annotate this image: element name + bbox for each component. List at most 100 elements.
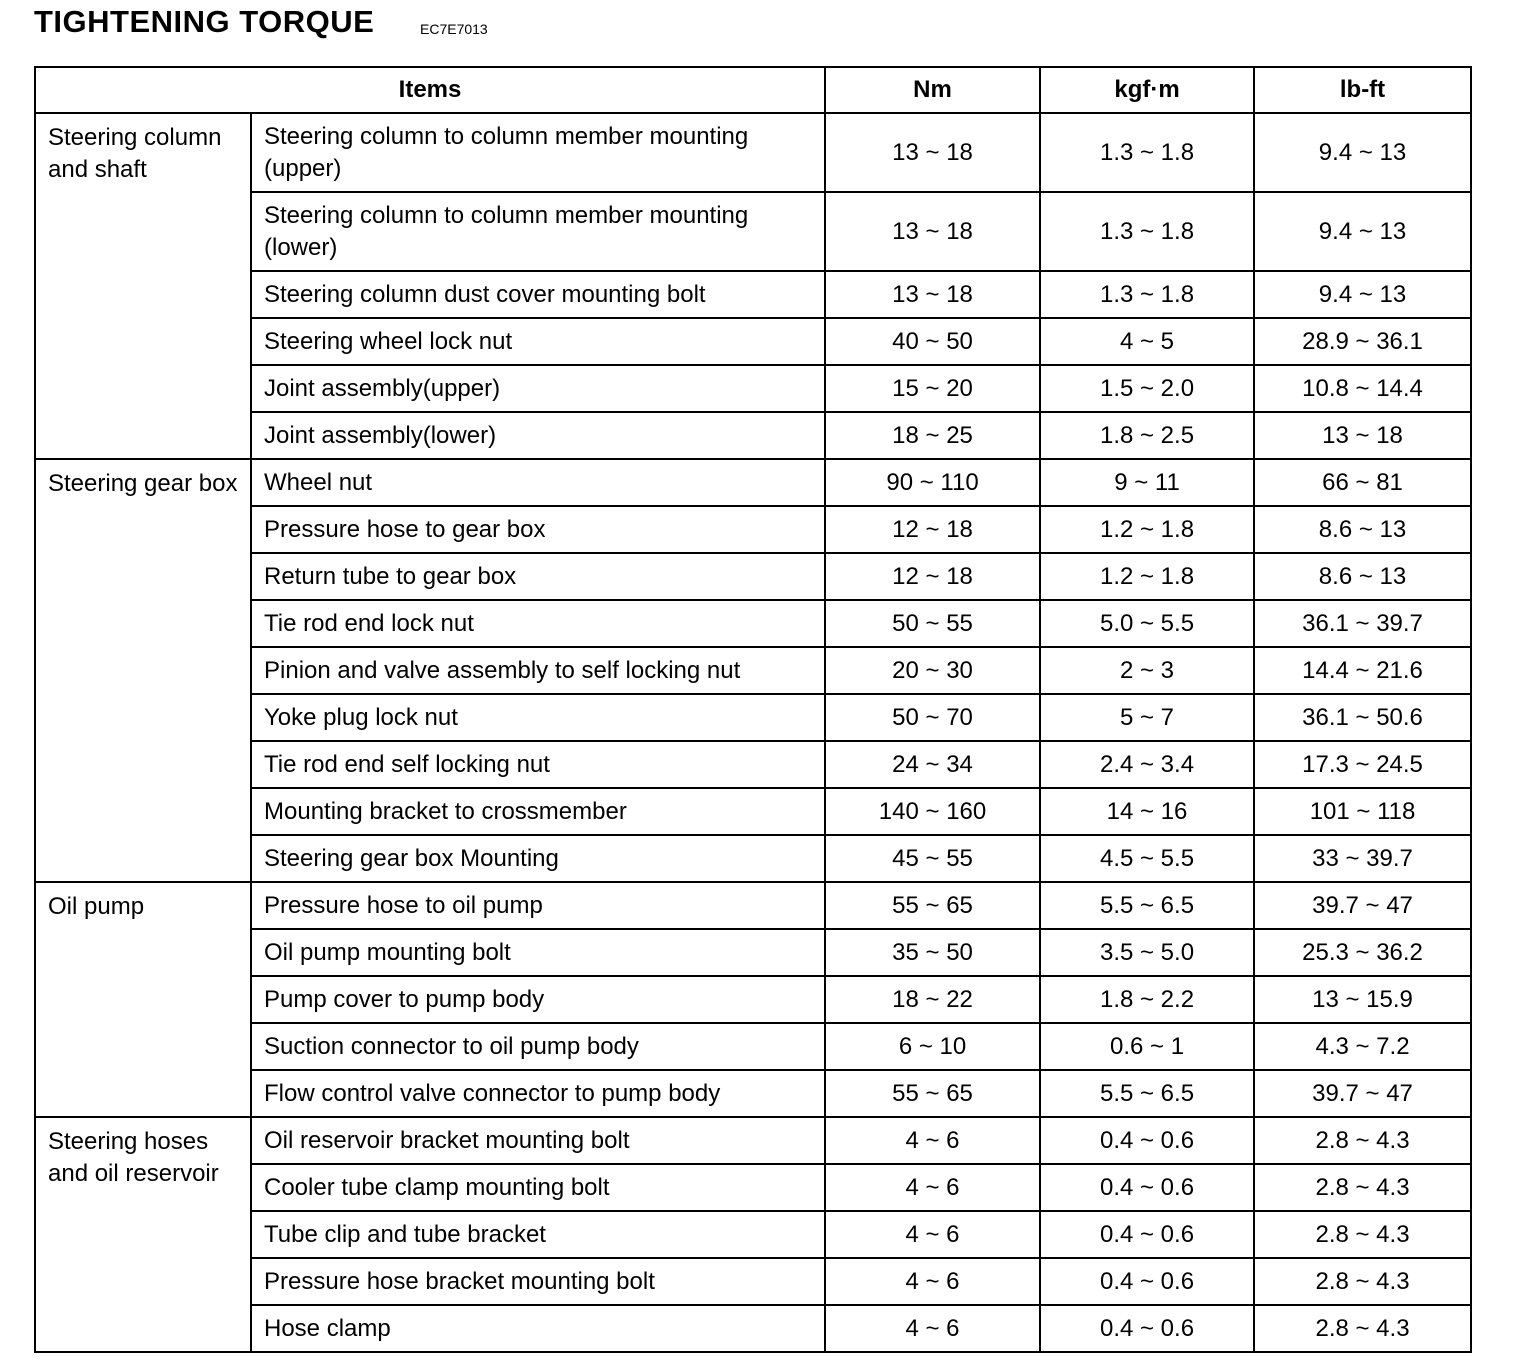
- item: Tie rod end lock nut: [249, 599, 827, 648]
- kgf-value: 4 ~ 5: [1039, 317, 1256, 366]
- lbft-value: 8.6 ~ 13: [1253, 505, 1473, 554]
- kgf-value: 2.4 ~ 3.4: [1039, 740, 1256, 789]
- table-row: Oil pump Pressure hose to oil pump 55 ~ 65…: [34, 881, 1473, 1118]
- lbft-value: 28.9 ~ 36.1: [1253, 317, 1473, 366]
- item: Mounting bracket to crossmember: [249, 787, 827, 836]
- lbft-value: 13 ~ 18: [1253, 411, 1473, 460]
- table-row: Suction connector to oil pump body 6 ~ 10…: [35, 1022, 1473, 1071]
- header-row: Items Nm kgf·m lb-ft: [33, 66, 1473, 114]
- kgf-value: 0.4 ~ 0.6: [1039, 1163, 1256, 1212]
- table-row: Tie rod end lock nut 50 ~ 55 5.0 ~ 5.5 36.1…: [35, 599, 1473, 648]
- kgf-value: 0.4 ~ 0.6: [1039, 1210, 1256, 1259]
- item: Hose clamp: [249, 1304, 827, 1353]
- nm-value: 13 ~ 18: [824, 270, 1042, 319]
- lbft-value: 66 ~ 81: [1253, 458, 1473, 507]
- table-row: Steering gear box Wheel nut 90 ~ 110 9 ~ 11…: [34, 458, 1473, 883]
- lbft-value: 13 ~ 15.9: [1253, 975, 1473, 1024]
- kgf-value: 0.4 ~ 0.6: [1039, 1304, 1256, 1353]
- item: Pressure hose to gear box: [249, 505, 827, 554]
- nm-value: 50 ~ 55: [824, 599, 1042, 648]
- lbft-value: 4.3 ~ 7.2: [1253, 1022, 1473, 1071]
- nm-value: 13 ~ 18: [824, 191, 1042, 272]
- lbft-value: 2.8 ~ 4.3: [1253, 1257, 1473, 1306]
- lbft-value: 9.4 ~ 13: [1253, 112, 1473, 193]
- item: Tube clip and tube bracket: [249, 1210, 827, 1259]
- column-header: Nm: [824, 66, 1042, 114]
- item: Suction connector to oil pump body: [249, 1022, 827, 1071]
- item: Flow control valve connector to pump bod…: [249, 1069, 827, 1118]
- nm-value: 4 ~ 6: [824, 1163, 1042, 1212]
- kgf-value: 5 ~ 7: [1039, 693, 1256, 742]
- kgf-value: 9 ~ 11: [1039, 458, 1256, 507]
- item: Steering column to column member mountin…: [249, 191, 827, 272]
- kgf-value: 5.5 ~ 6.5: [1039, 1069, 1256, 1118]
- lbft-value: 33 ~ 39.7: [1253, 834, 1473, 883]
- lbft-value: 36.1 ~ 39.7: [1253, 599, 1473, 648]
- table-row: Hose clamp 4 ~ 6 0.4 ~ 0.6 2.8 ~ 4.3: [35, 1304, 1473, 1353]
- table-row: Oil pump mounting bolt 35 ~ 50 3.5 ~ 5.0 25…: [35, 928, 1473, 977]
- kgf-value: 1.8 ~ 2.2: [1039, 975, 1256, 1024]
- table-row: Return tube to gear box 12 ~ 18 1.2 ~ 1.8 8…: [35, 552, 1473, 601]
- lbft-value: 14.4 ~ 21.6: [1253, 646, 1473, 695]
- torque-table: Items Nm kgf·m lb-ft Steering column and sh…: [33, 66, 1473, 1353]
- nm-value: 55 ~ 65: [824, 1069, 1042, 1118]
- lbft-value: 9.4 ~ 13: [1253, 270, 1473, 319]
- item: Yoke plug lock nut: [249, 693, 827, 742]
- item: Pump cover to pump body: [249, 975, 827, 1024]
- column-header: kgf·m: [1039, 66, 1256, 114]
- nm-value: 45 ~ 55: [824, 834, 1042, 883]
- nm-value: 20 ~ 30: [824, 646, 1042, 695]
- kgf-value: 1.3 ~ 1.8: [1039, 112, 1256, 193]
- nm-value: 4 ~ 6: [824, 1304, 1042, 1353]
- lbft-value: 2.8 ~ 4.3: [1253, 1304, 1473, 1353]
- kgf-value: 14 ~ 16: [1039, 787, 1256, 836]
- item: Joint assembly(upper): [249, 364, 827, 413]
- kgf-value: 0.6 ~ 1: [1039, 1022, 1256, 1071]
- group-name: Steering hoses and oil reservoir: [34, 1116, 252, 1353]
- nm-value: 12 ~ 18: [824, 505, 1042, 554]
- group-name: Oil pump: [34, 881, 252, 1118]
- lbft-value: 39.7 ~ 47: [1253, 1069, 1473, 1118]
- group-name: Steering column and shaft: [34, 112, 252, 460]
- item: Pressure hose bracket mounting bolt: [249, 1257, 827, 1306]
- kgf-value: 1.2 ~ 1.8: [1039, 505, 1256, 554]
- item: Steering column dust cover mounting bolt: [249, 270, 827, 319]
- nm-value: 40 ~ 50: [824, 317, 1042, 366]
- lbft-value: 17.3 ~ 24.5: [1253, 740, 1473, 789]
- lbft-value: 10.8 ~ 14.4: [1253, 364, 1473, 413]
- kgf-value: 1.5 ~ 2.0: [1039, 364, 1256, 413]
- kgf-value: 1.3 ~ 1.8: [1039, 270, 1256, 319]
- kgf-value: 4.5 ~ 5.5: [1039, 834, 1256, 883]
- table-row: Flow control valve connector to pump bod…: [35, 1069, 1473, 1118]
- lbft-value: 9.4 ~ 13: [1253, 191, 1473, 272]
- title: TIGHTENING TORQUE: [34, 4, 375, 39]
- kgf-value: 1.3 ~ 1.8: [1039, 191, 1256, 272]
- lbft-value: 101 ~ 118: [1253, 787, 1473, 836]
- table-row: Pinion and valve assembly to self lockin…: [35, 646, 1473, 695]
- nm-value: 4 ~ 6: [824, 1210, 1042, 1259]
- kgf-value: 5.5 ~ 6.5: [1039, 881, 1256, 930]
- nm-value: 55 ~ 65: [824, 881, 1042, 930]
- nm-value: 18 ~ 25: [824, 411, 1042, 460]
- lbft-value: 2.8 ~ 4.3: [1253, 1116, 1473, 1165]
- group-name: Steering gear box: [34, 458, 252, 883]
- kgf-value: 0.4 ~ 0.6: [1039, 1257, 1256, 1306]
- item: Return tube to gear box: [249, 552, 827, 601]
- nm-value: 4 ~ 6: [824, 1116, 1042, 1165]
- item: Oil pump mounting bolt: [249, 928, 827, 977]
- nm-value: 6 ~ 10: [824, 1022, 1042, 1071]
- lbft-value: 2.8 ~ 4.3: [1253, 1163, 1473, 1212]
- kgf-value: 1.8 ~ 2.5: [1039, 411, 1256, 460]
- item: Pinion and valve assembly to self lockin…: [249, 646, 827, 695]
- lbft-value: 8.6 ~ 13: [1253, 552, 1473, 601]
- kgf-value: 5.0 ~ 5.5: [1039, 599, 1256, 648]
- nm-value: 24 ~ 34: [824, 740, 1042, 789]
- nm-value: 15 ~ 20: [824, 364, 1042, 413]
- kgf-value: 3.5 ~ 5.0: [1039, 928, 1256, 977]
- nm-value: 12 ~ 18: [824, 552, 1042, 601]
- table-row: Tube clip and tube bracket 4 ~ 6 0.4 ~ 0.6…: [35, 1210, 1473, 1259]
- table-row: Joint assembly(lower) 18 ~ 25 1.8 ~ 2.5 13 …: [35, 411, 1473, 460]
- kgf-value: 2 ~ 3: [1039, 646, 1256, 695]
- lbft-value: 2.8 ~ 4.3: [1253, 1210, 1473, 1259]
